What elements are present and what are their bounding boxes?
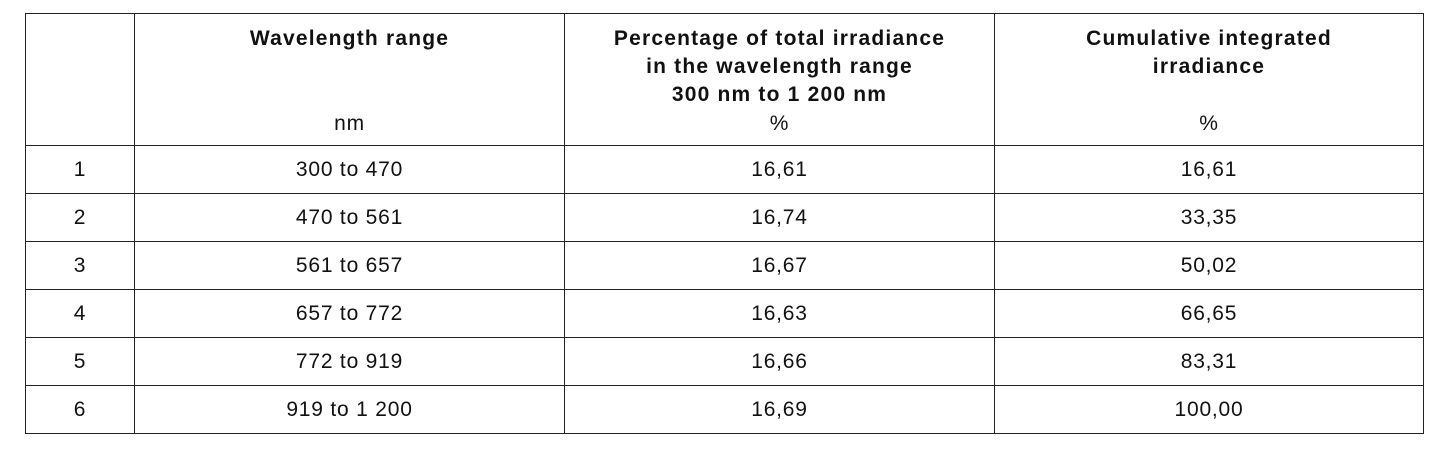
cell-cumulative: 83,31 xyxy=(994,337,1424,386)
cell-index: 5 xyxy=(25,337,135,386)
cell-percentage: 16,74 xyxy=(564,193,995,242)
table-row: 5 772 to 919 16,66 83,31 xyxy=(25,337,1424,386)
table-row: 1 300 to 470 16,61 16,61 xyxy=(25,145,1424,194)
cell-wavelength-range: 657 to 772 xyxy=(134,289,565,338)
header-unit-cumulative: % xyxy=(1199,112,1219,135)
header-cell-percentage: Percentage of total irradiance in the wa… xyxy=(564,13,995,146)
header-unit-wavelength-range: nm xyxy=(334,112,365,135)
cell-cumulative: 100,00 xyxy=(994,385,1424,434)
cell-wavelength-range: 300 to 470 xyxy=(134,145,565,194)
irradiance-table: Wavelength range nm Percentage of total … xyxy=(25,13,1424,434)
cell-index: 6 xyxy=(25,385,135,434)
header-unit-percentage: % xyxy=(769,112,790,135)
cell-wavelength-range: 772 to 919 xyxy=(134,337,565,386)
cell-index: 3 xyxy=(25,241,135,290)
cell-percentage: 16,69 xyxy=(564,385,995,434)
cell-cumulative: 66,65 xyxy=(994,289,1424,338)
cell-cumulative: 16,61 xyxy=(994,145,1424,194)
table-row: 4 657 to 772 16,63 66,65 xyxy=(25,289,1424,338)
header-title-wavelength-range: Wavelength range xyxy=(249,27,450,50)
cell-index: 4 xyxy=(25,289,135,338)
header-title-percentage: Percentage of total irradiance in the wa… xyxy=(613,27,946,106)
cell-index: 1 xyxy=(25,145,135,194)
cell-cumulative: 33,35 xyxy=(994,193,1424,242)
cell-index: 2 xyxy=(25,193,135,242)
header-cell-wavelength-range: Wavelength range nm xyxy=(134,13,565,146)
header-cell-index xyxy=(25,13,135,146)
cell-percentage: 16,63 xyxy=(564,289,995,338)
cell-percentage: 16,67 xyxy=(564,241,995,290)
cell-cumulative: 50,02 xyxy=(994,241,1424,290)
header-title-cumulative: Cumulative integrated irradiance xyxy=(1086,27,1332,78)
cell-percentage: 16,66 xyxy=(564,337,995,386)
header-cell-cumulative: Cumulative integrated irradiance % xyxy=(994,13,1424,146)
table-row: 3 561 to 657 16,67 50,02 xyxy=(25,241,1424,290)
cell-percentage: 16,61 xyxy=(564,145,995,194)
table-header-row: Wavelength range nm Percentage of total … xyxy=(25,13,1424,146)
table-row: 2 470 to 561 16,74 33,35 xyxy=(25,193,1424,242)
table-row: 6 919 to 1 200 16,69 100,00 xyxy=(25,385,1424,434)
cell-wavelength-range: 561 to 657 xyxy=(134,241,565,290)
cell-wavelength-range: 470 to 561 xyxy=(134,193,565,242)
cell-wavelength-range: 919 to 1 200 xyxy=(134,385,565,434)
